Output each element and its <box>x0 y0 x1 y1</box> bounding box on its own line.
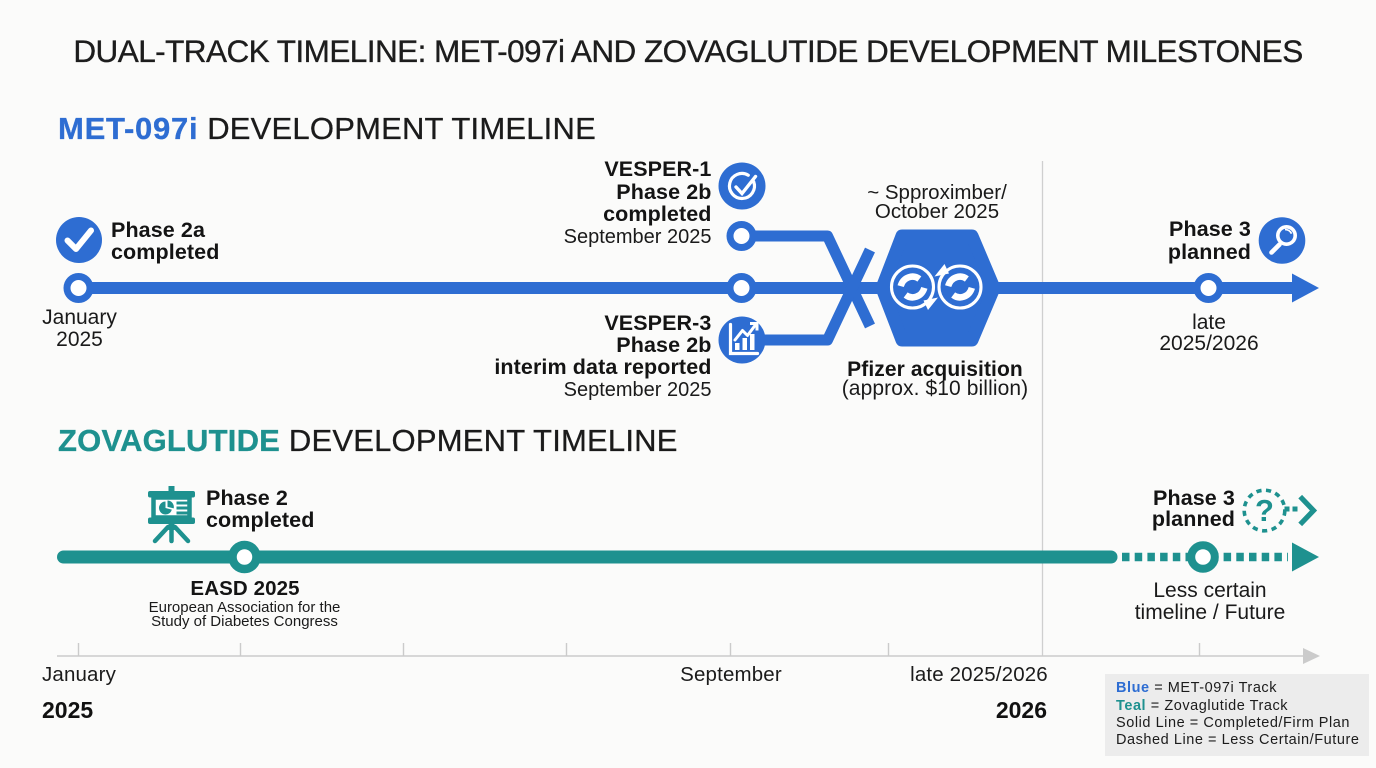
svg-text:?: ? <box>1255 493 1274 528</box>
